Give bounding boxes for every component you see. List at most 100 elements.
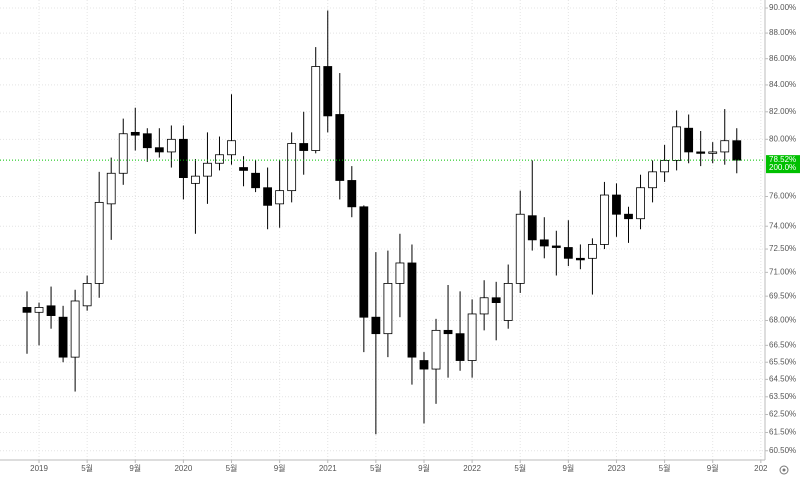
x-tick-label: 9월: [274, 463, 286, 473]
candle-body: [491, 297, 501, 303]
candle-body: [563, 247, 573, 259]
settings-dot: [782, 468, 786, 472]
x-tick-label: 9월: [418, 463, 430, 473]
candle-body: [118, 133, 128, 174]
x-tick-label: 202: [754, 464, 768, 473]
x-tick-label: 5월: [659, 463, 671, 473]
y-tick-label: 61.50%: [769, 428, 796, 437]
candle-body: [732, 140, 742, 161]
settings-icon[interactable]: [779, 465, 789, 475]
candle-body: [359, 206, 369, 318]
candle-body: [335, 114, 345, 181]
candle-body: [191, 175, 200, 184]
candle-body: [22, 307, 32, 313]
x-tick-label: 5월: [514, 463, 526, 473]
candle-body: [166, 138, 176, 153]
candle-body: [215, 154, 224, 164]
candle-body: [227, 140, 236, 156]
candle-body: [672, 126, 682, 161]
candle-body: [142, 133, 152, 149]
candle-body: [70, 300, 80, 358]
y-tick-label: 72.50%: [769, 244, 796, 253]
candle-body: [311, 66, 321, 151]
candle-body: [287, 143, 297, 192]
candle-body: [624, 213, 633, 220]
candle-body: [419, 360, 429, 370]
candle-body: [443, 329, 453, 335]
x-tick-label: 2023: [608, 464, 626, 473]
current-sub-label: 200.0%: [769, 163, 796, 172]
candle-body: [130, 131, 140, 136]
y-tick-label: 65.50%: [769, 357, 796, 366]
x-tick-label: 2019: [30, 464, 48, 473]
candle-body: [371, 316, 381, 335]
candle-body: [154, 147, 164, 153]
y-tick-label: 66.50%: [769, 340, 796, 349]
candle-body: [106, 172, 116, 205]
y-tick-label: 84.00%: [769, 80, 796, 89]
y-tick-label: 88.00%: [769, 28, 796, 37]
x-tick-label: 9월: [707, 463, 719, 473]
candle-body: [600, 194, 609, 245]
x-tick-label: 2020: [174, 464, 192, 473]
candle-body: [263, 187, 273, 206]
x-tick-label: 2021: [319, 464, 337, 473]
candle-body: [275, 190, 285, 205]
candle-body: [203, 162, 212, 177]
candle-body: [684, 127, 694, 153]
x-tick-label: 5월: [226, 463, 238, 473]
candle-body: [299, 143, 309, 151]
candle-body: [94, 201, 104, 284]
y-tick-label: 64.50%: [769, 374, 796, 383]
candle-body: [431, 329, 441, 370]
candle-body: [479, 297, 489, 315]
candle-body: [251, 172, 260, 189]
candle-body: [239, 167, 248, 171]
candle-body: [407, 262, 417, 358]
y-tick-label: 76.00%: [769, 192, 796, 201]
x-tick-label: 5월: [370, 463, 382, 473]
candle-body: [708, 151, 718, 154]
y-tick-label: 90.00%: [769, 3, 796, 12]
y-tick-label: 63.50%: [769, 392, 796, 401]
y-tick-label: 71.00%: [769, 267, 796, 276]
candle-body: [539, 239, 549, 247]
candle-body: [455, 333, 465, 361]
x-tick-label: 2022: [463, 464, 481, 473]
x-tick-label: 9월: [562, 463, 574, 473]
candle-body: [636, 187, 645, 220]
y-tick-label: 82.00%: [769, 107, 796, 116]
candle-body: [323, 66, 333, 117]
candle-body: [467, 313, 477, 361]
y-tick-label: 68.00%: [769, 316, 796, 325]
candle-body: [58, 316, 68, 358]
y-tick-label: 86.00%: [769, 54, 796, 63]
candle-body: [515, 213, 525, 284]
candle-body: [660, 160, 669, 173]
y-tick-label: 74.00%: [769, 221, 796, 230]
candle-body: [383, 282, 393, 335]
candle-body: [178, 138, 188, 178]
y-tick-label: 69.50%: [769, 291, 796, 300]
x-tick-label: 5월: [81, 463, 93, 473]
candle-body: [347, 180, 357, 208]
candle-body: [82, 282, 92, 307]
candle-body: [575, 257, 585, 261]
plot: [0, 0, 765, 460]
candle-body: [503, 282, 513, 321]
candle-body: [696, 151, 706, 154]
current-label: 78.52%: [769, 155, 796, 164]
candle-body: [395, 262, 405, 284]
y-tick-label: 80.00%: [769, 134, 796, 143]
candle-body: [527, 215, 537, 241]
y-tick-label: 60.50%: [769, 446, 796, 455]
candle-body: [46, 305, 56, 316]
x-tick-label: 9월: [129, 463, 141, 473]
candle-body: [551, 245, 561, 248]
y-tick-label: 62.50%: [769, 410, 796, 419]
candle-body: [612, 194, 621, 215]
current-label-box: [766, 155, 800, 174]
candle-body: [648, 171, 657, 189]
candle-body: [34, 307, 44, 313]
